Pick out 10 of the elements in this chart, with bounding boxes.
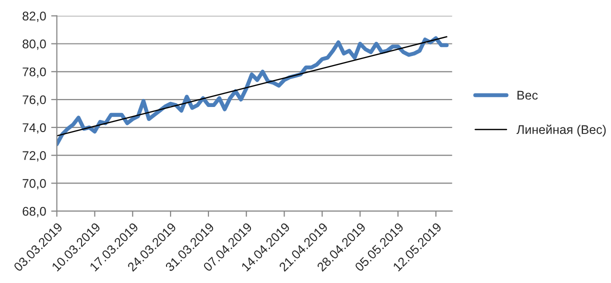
- y-tick-label: 76,0: [22, 95, 46, 106]
- y-tick-label: 68,0: [22, 206, 46, 218]
- legend-label: Вес: [518, 90, 538, 100]
- y-tick-label: 72,0: [22, 151, 46, 162]
- y-tick-label: 78,0: [22, 67, 46, 78]
- legend-label: Линейная (Вес): [516, 124, 606, 136]
- y-tick-label: 70,0: [22, 179, 46, 190]
- y-tick-label: 80,0: [22, 40, 46, 50]
- y-tick-label: 74,0: [22, 123, 46, 134]
- y-tick-label: 82,0: [22, 12, 46, 22]
